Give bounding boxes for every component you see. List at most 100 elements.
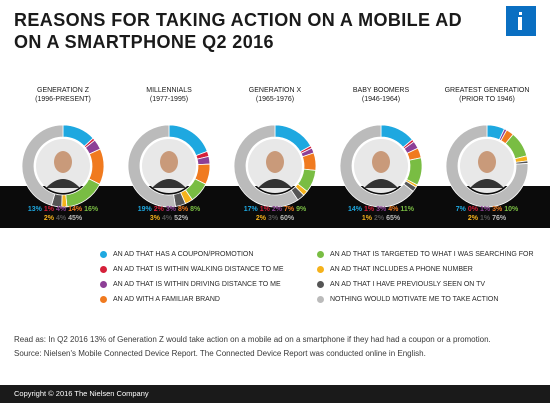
percent-row: 1% 2% 65%	[328, 215, 434, 222]
percent-label: 8%	[190, 206, 201, 213]
legend-swatch	[100, 296, 107, 303]
chart-title: REASONS FOR TAKING ACTION ON A MOBILE AD…	[14, 9, 464, 53]
percent-label: 4%	[388, 206, 399, 213]
generation-name: MILLENNIALS	[146, 87, 192, 94]
donut-slice	[445, 124, 529, 208]
legend-swatch	[317, 281, 324, 288]
generation-name: BABY BOOMERS	[352, 87, 410, 94]
percent-label: 4%	[55, 215, 67, 222]
legend-item: AN AD WITH A FAMILIAR BRAND	[100, 296, 220, 303]
donut-slice	[21, 124, 64, 206]
percent-label: 3%	[165, 206, 176, 213]
legend-label: AN AD THAT IS TARGETED TO WHAT I WAS SEA…	[330, 251, 534, 258]
donut-chart	[127, 124, 211, 208]
percent-label: 2%	[467, 215, 478, 222]
portrait-body	[470, 179, 504, 188]
read-as-note: Read as: In Q2 2016 13% of Generation Z …	[14, 335, 491, 344]
percent-label: 14%	[347, 206, 362, 213]
legend-label: AN AD WITH A FAMILIAR BRAND	[113, 296, 220, 303]
percent-label: 7%	[284, 206, 295, 213]
percent-row: 2% 1% 76%	[434, 215, 540, 222]
percent-label: 9%	[296, 206, 307, 213]
percent-label: 4%	[55, 206, 67, 213]
percent-label: 52%	[174, 215, 189, 222]
percent-row: 13% 1% 4% 14% 16%	[10, 206, 116, 213]
legend-swatch	[317, 296, 324, 303]
copyright-text: Copyright © 2016 The Nielsen Company	[14, 389, 149, 398]
percent-row: 3% 4% 52%	[116, 215, 222, 222]
legend-label: AN AD THAT I HAVE PREVIOUSLY SEEN ON TV	[330, 281, 486, 288]
legend-item: AN AD THAT INCLUDES A PHONE NUMBER	[317, 266, 473, 273]
percent-row: 14% 1% 3% 4% 11%	[328, 206, 434, 213]
source-note: Source: Nielsen's Mobile Connected Devic…	[14, 349, 426, 358]
percent-row: 2% 4% 45%	[10, 215, 116, 222]
generation-years: (1996-PRESENT)	[35, 96, 91, 103]
footer-bar: Copyright © 2016 The Nielsen Company	[0, 385, 550, 403]
percent-label: 8%	[178, 206, 189, 213]
percent-label: 1%	[479, 215, 491, 222]
legend-item: NOTHING WOULD MOTIVATE ME TO TAKE ACTION	[317, 296, 498, 303]
generation-label: BABY BOOMERS (1946-1964)	[328, 86, 434, 104]
percent-row: 7% 0% 1% 3% 10%	[434, 206, 540, 213]
percent-label: 1%	[364, 206, 375, 213]
percent-label: 65%	[386, 215, 401, 222]
legend-label: AN AD THAT IS WITHIN WALKING DISTANCE TO…	[113, 266, 284, 273]
generation-years: (1977-1995)	[149, 96, 189, 103]
percent-label: 3%	[267, 215, 279, 222]
generation-name: GENERATION X	[248, 87, 302, 94]
percent-label: 14%	[68, 206, 83, 213]
generation-label: MILLENNIALS (1977-1995)	[116, 86, 222, 104]
percent-label: 1%	[479, 206, 491, 213]
donut-slice	[127, 124, 176, 208]
legend-item: AN AD THAT HAS A COUPON/PROMOTION	[100, 251, 253, 258]
percent-label: 11%	[400, 206, 414, 213]
portrait-head	[160, 151, 178, 173]
legend-item: AN AD THAT I HAVE PREVIOUSLY SEEN ON TV	[317, 281, 485, 288]
percent-label: 17%	[243, 206, 258, 213]
portrait-body	[46, 179, 80, 188]
portrait-head	[54, 151, 72, 173]
percent-label: 3%	[492, 206, 503, 213]
generation-name: GENERATION Z	[37, 87, 89, 94]
portrait-head	[266, 151, 284, 173]
legend-swatch	[100, 251, 107, 258]
legend-label: AN AD THAT IS WITHIN DRIVING DISTANCE TO…	[113, 281, 281, 288]
percent-label: 7%	[455, 206, 466, 213]
donut-slice	[233, 124, 299, 208]
portrait-body	[152, 179, 186, 188]
donut-chart	[339, 124, 423, 208]
legend-label: AN AD THAT INCLUDES A PHONE NUMBER	[330, 266, 473, 273]
percent-label: 10%	[504, 206, 519, 213]
legend-item: AN AD THAT IS WITHIN DRIVING DISTANCE TO…	[100, 281, 281, 288]
panel-millennials: MILLENNIALS (1977-1995) 19% 2% 3% 8% 8% 3% 4% 52%	[116, 86, 222, 236]
legend-item: AN AD THAT IS WITHIN WALKING DISTANCE TO…	[100, 266, 284, 273]
panel-baby-boomers: BABY BOOMERS (1946-1964) 14% 1% 3% 4% 11% 1% 2% 6…	[328, 86, 434, 236]
nielsen-logo-icon	[506, 6, 536, 36]
percent-label: 3%	[376, 206, 387, 213]
percent-label: 2%	[43, 215, 54, 222]
percent-label: 4%	[161, 215, 173, 222]
percent-label: 1%	[361, 215, 372, 222]
legend-label: AN AD THAT HAS A COUPON/PROMOTION	[113, 251, 254, 258]
percent-label: 2%	[271, 206, 282, 213]
donut-slice	[339, 124, 414, 208]
percent-label: 1%	[43, 206, 54, 213]
panel-greatest-generation: GREATEST GENERATION (PRIOR TO 1946) 7% 0% 1%…	[434, 86, 540, 236]
footnote: Read as: In Q2 2016 13% of Generation Z …	[14, 333, 536, 361]
portrait-body	[364, 179, 398, 188]
percent-label: 76%	[492, 215, 507, 222]
legend-swatch	[100, 266, 107, 273]
percent-row: 19% 2% 3% 8% 8%	[116, 206, 222, 213]
generation-label: GENERATION Z (1996-PRESENT)	[10, 86, 116, 104]
percent-label: 19%	[137, 206, 152, 213]
panel-generation-x: GENERATION X (1965-1976) 17% 1% 2% 7% 9% 2% 3% 60…	[222, 86, 328, 236]
percent-label: 2%	[373, 215, 385, 222]
legend-item: AN AD THAT IS TARGETED TO WHAT I WAS SEA…	[317, 251, 534, 258]
percent-label: 2%	[153, 206, 164, 213]
percent-label: 16%	[84, 206, 99, 213]
portrait-head	[372, 151, 390, 173]
generation-label: GREATEST GENERATION (PRIOR TO 1946)	[434, 86, 540, 104]
portrait-head	[478, 151, 496, 173]
legend-swatch	[317, 251, 324, 258]
portrait-body	[258, 179, 292, 188]
